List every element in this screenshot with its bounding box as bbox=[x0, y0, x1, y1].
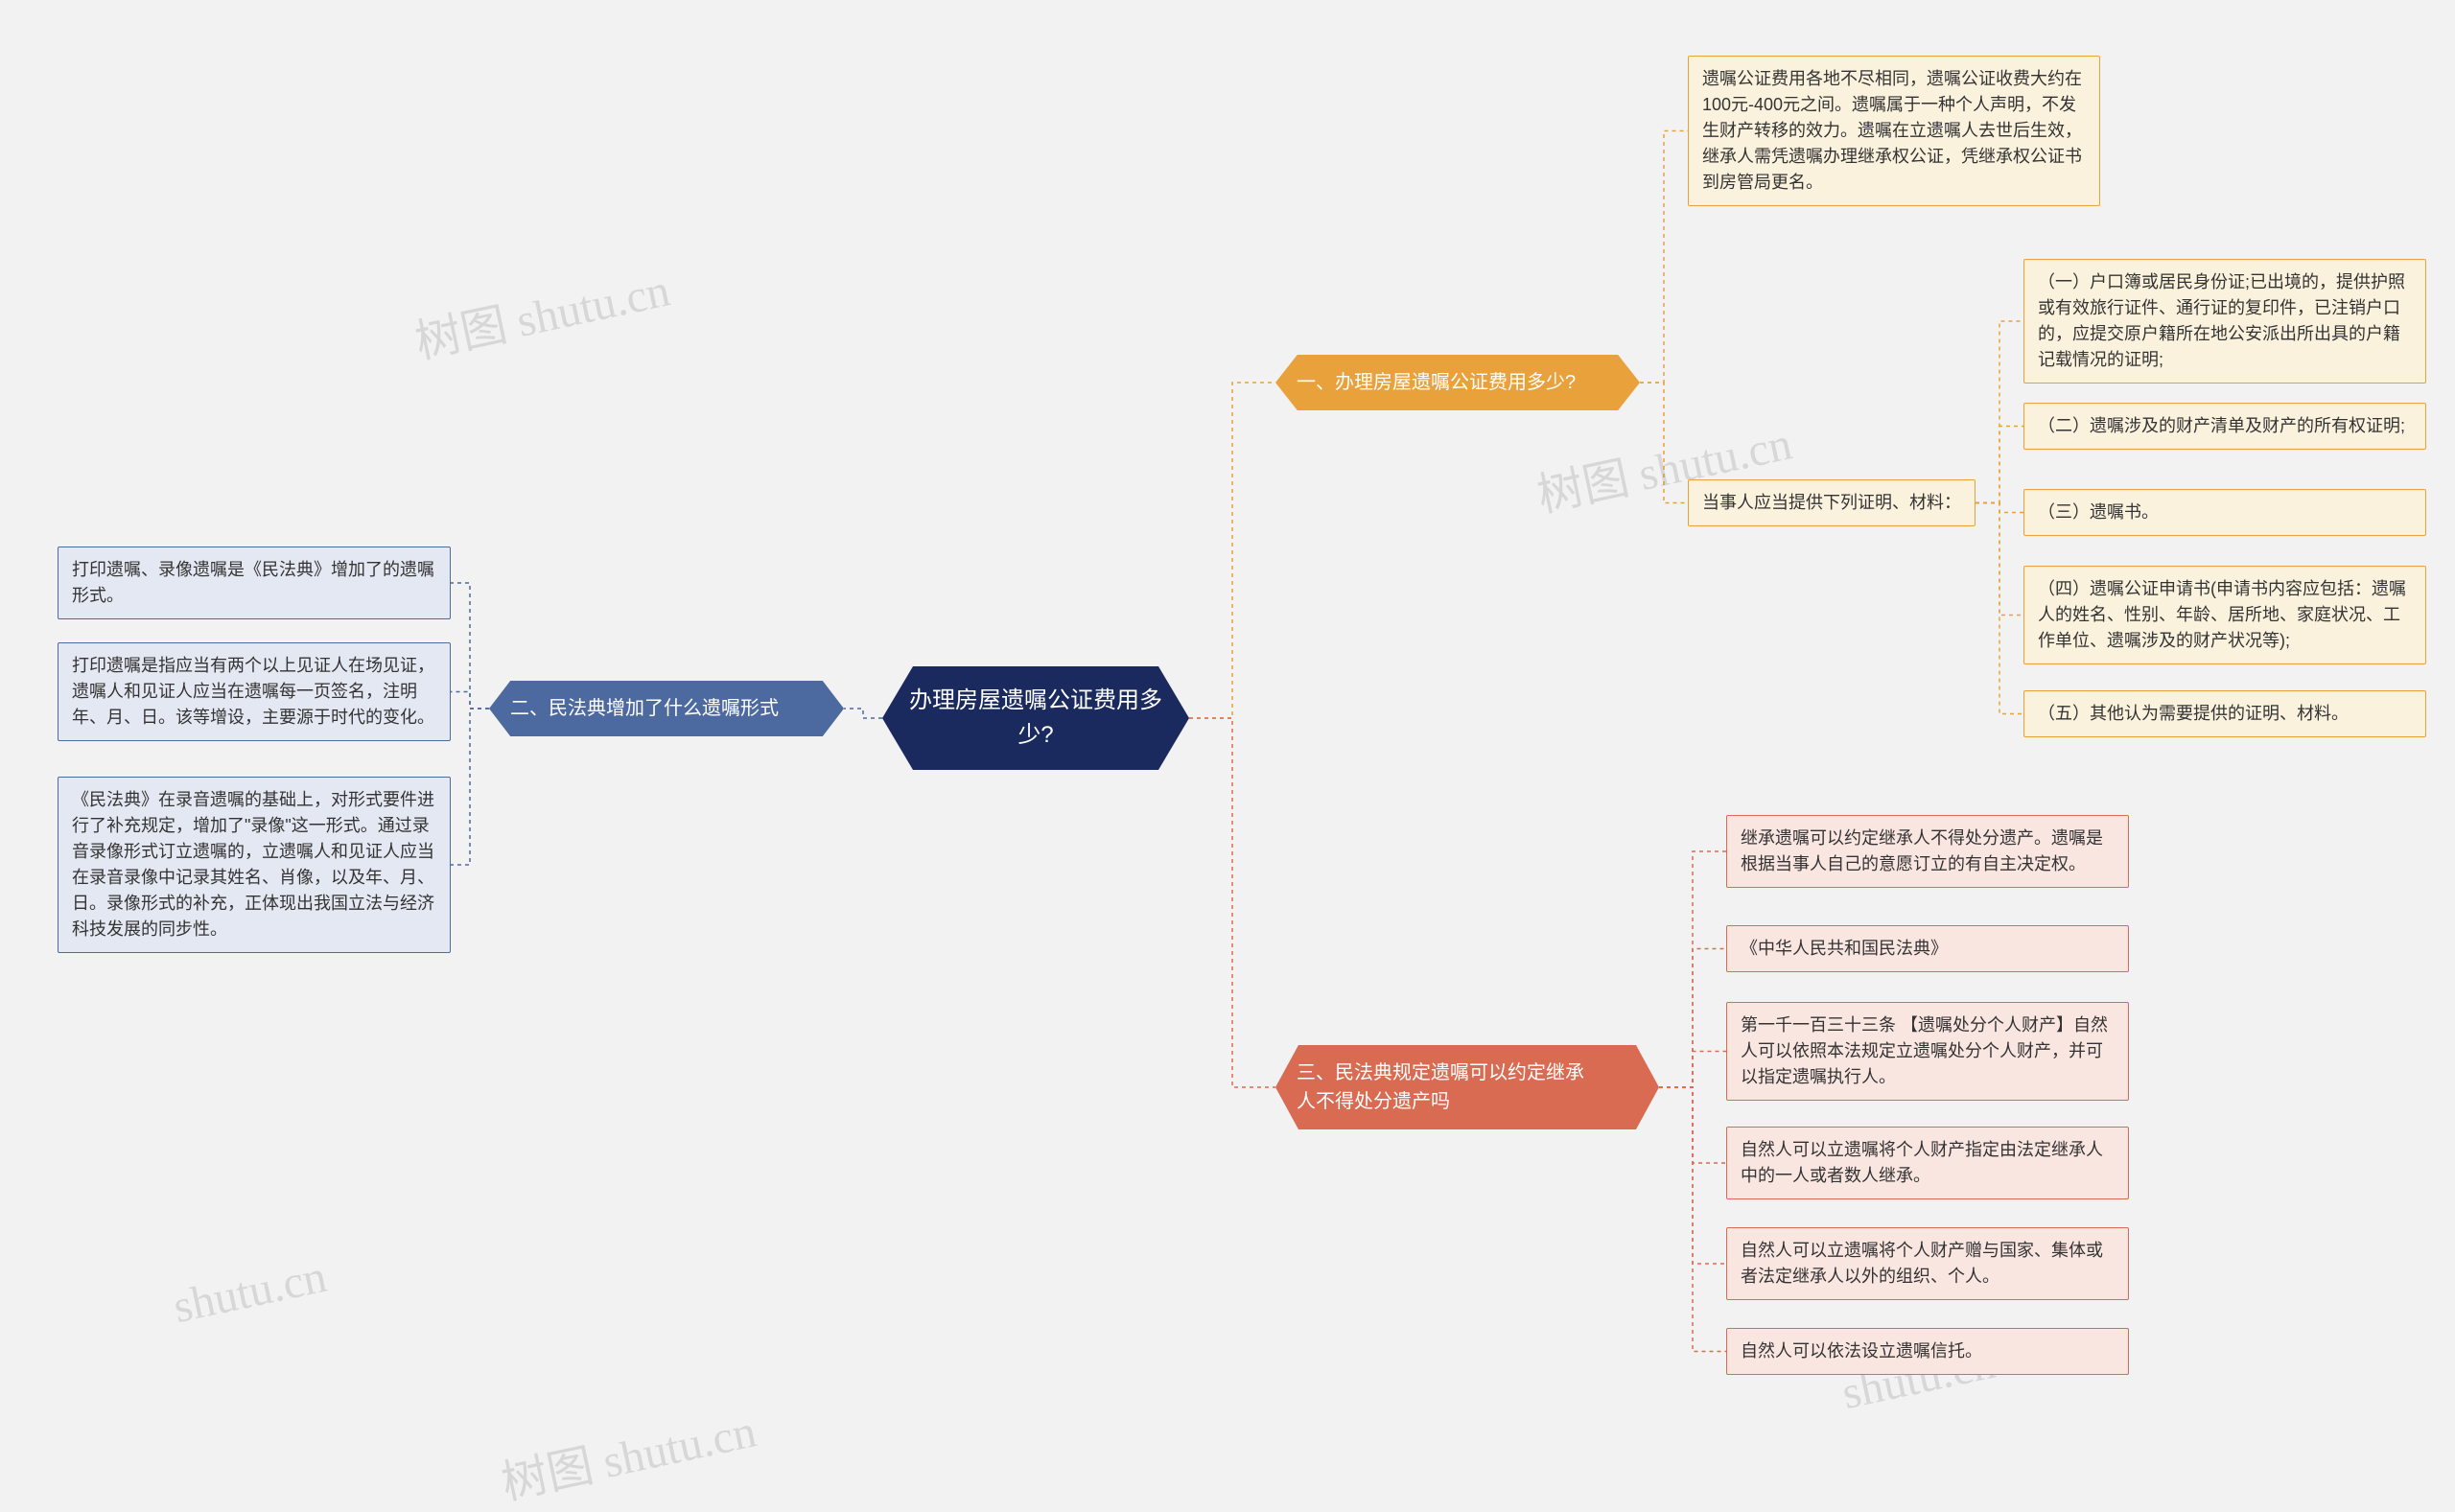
branch-1-leaf-2: 当事人应当提供下列证明、材料： bbox=[1688, 479, 1976, 526]
branch-1-leaf-2-sub-5: （五）其他认为需要提供的证明、材料。 bbox=[2023, 690, 2426, 737]
branch-1-leaf-2-sub-3: （三）遗嘱书。 bbox=[2023, 489, 2426, 536]
branch-3-leaf-3: 第一千一百三十三条 【遗嘱处分个人财产】自然人可以依照本法规定立遗嘱处分个人财产… bbox=[1726, 1002, 2129, 1101]
branch-3-leaf-1: 继承遗嘱可以约定继承人不得处分遗产。遗嘱是根据当事人自己的意愿订立的有自主决定权… bbox=[1726, 815, 2129, 888]
branch-3: 三、民法典规定遗嘱可以约定继承人不得处分遗产吗 bbox=[1275, 1045, 1659, 1129]
branch-1-leaf-1: 遗嘱公证费用各地不尽相同，遗嘱公证收费大约在100元-400元之间。遗嘱属于一种… bbox=[1688, 56, 2100, 206]
branch-2-leaf-3: 《民法典》在录音遗嘱的基础上，对形式要件进行了补充规定，增加了"录像"这一形式。… bbox=[58, 777, 451, 953]
branch-3-leaf-4: 自然人可以立遗嘱将个人财产指定由法定继承人中的一人或者数人继承。 bbox=[1726, 1127, 2129, 1199]
branch-1-leaf-2-sub-1: （一）户口簿或居民身份证;已出境的，提供护照或有效旅行证件、通行证的复印件，已注… bbox=[2023, 259, 2426, 384]
branch-1-leaf-2-sub-2: （二）遗嘱涉及的财产清单及财产的所有权证明; bbox=[2023, 403, 2426, 450]
branch-1-leaf-2-sub-4: （四）遗嘱公证申请书(申请书内容应包括：遗嘱人的姓名、性别、年龄、居所地、家庭状… bbox=[2023, 566, 2426, 664]
branch-3-leaf-5: 自然人可以立遗嘱将个人财产赠与国家、集体或者法定继承人以外的组织、个人。 bbox=[1726, 1227, 2129, 1300]
branch-3-leaf-6: 自然人可以依法设立遗嘱信托。 bbox=[1726, 1328, 2129, 1375]
branch-1: 一、办理房屋遗嘱公证费用多少? bbox=[1275, 355, 1640, 410]
branch-2-leaf-1: 打印遗嘱、录像遗嘱是《民法典》增加了的遗嘱形式。 bbox=[58, 547, 451, 619]
root-node: 办理房屋遗嘱公证费用多少? bbox=[882, 666, 1189, 770]
branch-2: 二、民法典增加了什么遗嘱形式 bbox=[489, 681, 844, 736]
branch-2-leaf-2: 打印遗嘱是指应当有两个以上见证人在场见证，遗嘱人和见证人应当在遗嘱每一页签名，注… bbox=[58, 642, 451, 741]
branch-3-leaf-2: 《中华人民共和国民法典》 bbox=[1726, 925, 2129, 972]
